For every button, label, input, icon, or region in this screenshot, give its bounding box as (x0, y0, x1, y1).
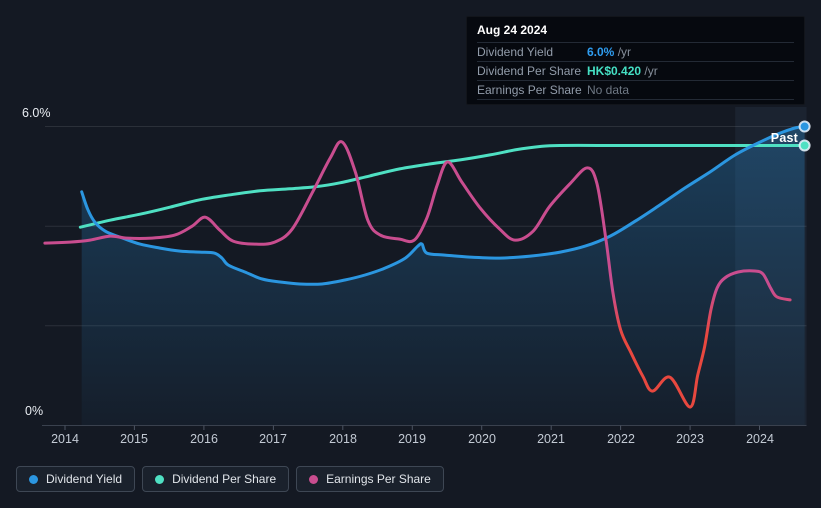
legend-item-dividend-per-share[interactable]: Dividend Per Share (142, 466, 290, 492)
x-axis-label-2022: 2022 (607, 432, 635, 446)
x-axis-label-2024: 2024 (746, 432, 774, 446)
tooltip-label: Dividend Yield (477, 45, 554, 59)
dividend-per-share-end-marker (798, 139, 811, 152)
tooltip-label: Earnings Per Share (477, 83, 582, 97)
x-axis-label-2016: 2016 (190, 432, 218, 446)
x-axis-label-2015: 2015 (120, 432, 148, 446)
chart-tooltip: Aug 24 2024 Dividend Yield 6.0% /yr Divi… (466, 16, 805, 105)
tooltip-date: Aug 24 2024 (477, 23, 548, 37)
earnings-per-share-line (43, 140, 792, 409)
tooltip-value: HK$0.420 /yr (587, 64, 658, 78)
legend-item-dividend-yield[interactable]: Dividend Yield (16, 466, 136, 492)
x-axis-label-2023: 2023 (676, 432, 704, 446)
dividend-yield-area (81, 126, 805, 426)
y-axis-label-max: 6.0% (22, 106, 51, 120)
tooltip-row-dividend-per-share: Dividend Per Share HK$0.420 /yr (477, 61, 794, 80)
dividend-yield-end-marker (798, 120, 811, 133)
x-axis-label-2018: 2018 (329, 432, 357, 446)
tooltip-row-dividend-yield: Dividend Yield 6.0% /yr (477, 42, 794, 61)
dividend-per-share-line (78, 143, 807, 229)
tooltip-value: No data (587, 83, 630, 97)
tooltip-label: Dividend Per Share (477, 64, 582, 78)
dividend-yield-line (80, 125, 807, 286)
x-axis-label-2019: 2019 (398, 432, 426, 446)
tooltip-row-earnings-per-share: Earnings Per Share No data (477, 80, 794, 100)
tooltip-value: 6.0% /yr (587, 45, 632, 59)
dividend-per-share-dot-icon (155, 474, 165, 484)
x-axis-label-2020: 2020 (468, 432, 496, 446)
x-axis-label-2021: 2021 (537, 432, 565, 446)
legend: Dividend Yield Dividend Per Share Earnin… (16, 466, 444, 492)
past-label: Past (770, 131, 798, 145)
x-axis-label-2014: 2014 (51, 432, 79, 446)
x-axis-label-2017: 2017 (259, 432, 287, 446)
legend-label: Dividend Yield (46, 472, 123, 486)
legend-item-earnings-per-share[interactable]: Earnings Per Share (296, 466, 444, 492)
legend-label: Dividend Per Share (172, 472, 277, 486)
earnings-per-share-dot-icon (309, 474, 319, 484)
y-axis-label-min: 0% (25, 404, 44, 418)
dividend-yield-dot-icon (29, 474, 38, 484)
legend-label: Earnings Per Share (326, 472, 431, 486)
